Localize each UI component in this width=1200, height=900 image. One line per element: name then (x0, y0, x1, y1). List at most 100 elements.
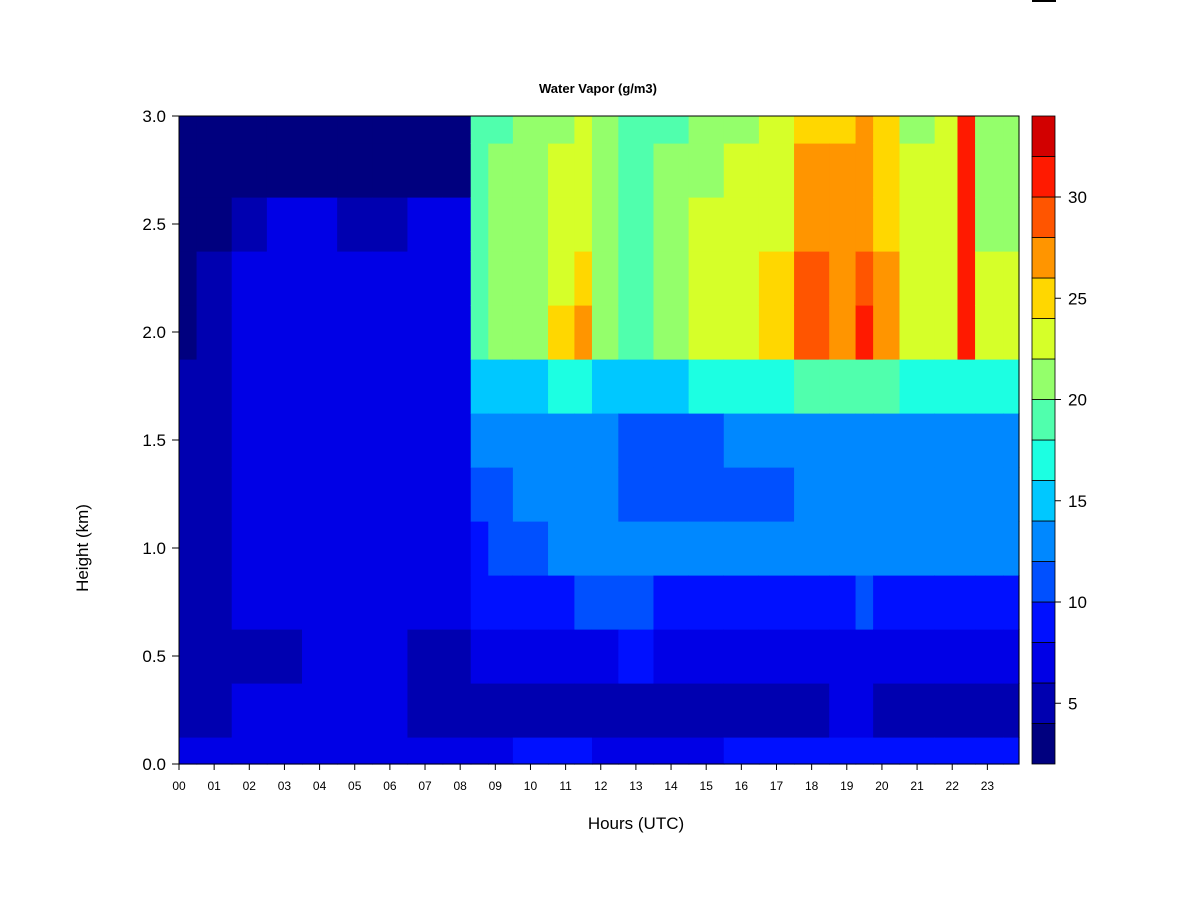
heatmap-cell (618, 116, 655, 144)
heatmap-cell (302, 251, 338, 306)
heatmap-cell (548, 575, 575, 630)
heatmap-cell (975, 143, 1004, 198)
heatmap-cell (934, 575, 959, 630)
heatmap-cell (899, 197, 936, 252)
heatmap-cell (758, 251, 795, 306)
heatmap-cell (723, 467, 760, 522)
heatmap-cell (337, 197, 373, 252)
heatmap-cell (179, 521, 198, 576)
heatmap-cell (442, 359, 472, 414)
heatmap-cell (758, 521, 795, 576)
heatmap-cell (512, 116, 549, 144)
heatmap-cell (548, 116, 575, 144)
heatmap-cell (442, 305, 472, 360)
heatmap-cell (899, 629, 936, 684)
colorbar-tick-label: 20 (1068, 391, 1087, 410)
x-tick-label: 14 (664, 779, 678, 793)
heatmap-cell (337, 683, 373, 738)
heatmap-cell (179, 413, 198, 468)
heatmap-cell (957, 197, 976, 252)
heatmap-cell (302, 413, 338, 468)
heatmap-cell (618, 521, 655, 576)
heatmap-cell (372, 413, 409, 468)
colorbar-swatch (1031, 480, 1056, 522)
heatmap-cell (873, 359, 901, 414)
heatmap-cell (653, 413, 690, 468)
heatmap-cell (975, 467, 1004, 522)
colorbar-swatch (1031, 318, 1056, 360)
heatmap-cell (488, 197, 514, 252)
heatmap-cell (266, 737, 303, 765)
heatmap-cell (591, 575, 619, 630)
heatmap-cell (337, 629, 373, 684)
heatmap-cell (488, 521, 514, 576)
heatmap-cell (488, 629, 514, 684)
heatmap-cell (723, 197, 760, 252)
heatmap-cell (442, 251, 472, 306)
heatmap-cell (337, 467, 373, 522)
heatmap-cell (758, 575, 795, 630)
heatmap-cell (407, 575, 444, 630)
heatmap-cell (855, 629, 874, 684)
heatmap-cell (957, 629, 976, 684)
heatmap-cell (1003, 467, 1020, 522)
heatmap-cell (266, 116, 303, 144)
heatmap-cell (688, 521, 725, 576)
heatmap-cell (574, 683, 593, 738)
heatmap-cell (196, 251, 233, 306)
heatmap-cell (873, 575, 901, 630)
heatmap-cell (196, 359, 233, 414)
heatmap-cell (873, 116, 901, 144)
heatmap-cell (512, 251, 549, 306)
heatmap-cell (302, 521, 338, 576)
heatmap-cell (196, 413, 233, 468)
heatmap-cell (302, 629, 338, 684)
heatmap-cell (855, 467, 874, 522)
heatmap-cell (407, 197, 444, 252)
heatmap-cell (231, 467, 268, 522)
y-tick-label: 0.0 (142, 755, 166, 774)
heatmap-cell (337, 359, 373, 414)
heatmap-cell (488, 251, 514, 306)
heatmap-cell (873, 197, 901, 252)
heatmap-cell (512, 737, 549, 765)
colorbar: 5 10 15 20 25 30 (1031, 115, 1087, 765)
heatmap-cell (337, 305, 373, 360)
heatmap-cell (855, 116, 874, 144)
heatmap-cell (758, 116, 795, 144)
heatmap-cell (899, 413, 936, 468)
x-tick-label: 09 (489, 779, 503, 793)
colorbar-tick-label: 10 (1068, 593, 1087, 612)
heatmap-cell (653, 251, 690, 306)
heatmap-cell (302, 467, 338, 522)
heatmap-cell (591, 116, 619, 144)
heatmap-cell (899, 143, 936, 198)
heatmap-cell (574, 575, 593, 630)
heatmap-cell (196, 197, 233, 252)
heatmap-cell (337, 116, 373, 144)
x-tick-label: 06 (383, 779, 397, 793)
heatmap-cell (618, 629, 655, 684)
heatmap-cell (1003, 251, 1020, 306)
heatmap-cell (512, 359, 549, 414)
y-tick-label: 2.5 (142, 215, 166, 234)
heatmap-cell (975, 683, 1004, 738)
heatmap-cell (470, 305, 489, 360)
heatmap-cell (975, 359, 1004, 414)
heatmap-cell (574, 143, 593, 198)
heatmap-cell (266, 521, 303, 576)
heatmap-cell (407, 467, 444, 522)
heatmap-cell (372, 683, 409, 738)
heatmap-cell (758, 143, 795, 198)
heatmap-cell (407, 143, 444, 198)
heatmap-cell (407, 413, 444, 468)
heatmap-cell (829, 197, 857, 252)
heatmap-cell (855, 251, 874, 306)
heatmap-cell (957, 143, 976, 198)
heatmap-cell (899, 575, 936, 630)
heatmap-cell (488, 359, 514, 414)
heatmap-cell (1003, 737, 1020, 765)
heatmap-cell (266, 143, 303, 198)
heatmap-cell (548, 521, 575, 576)
heatmap-cell (975, 116, 1004, 144)
